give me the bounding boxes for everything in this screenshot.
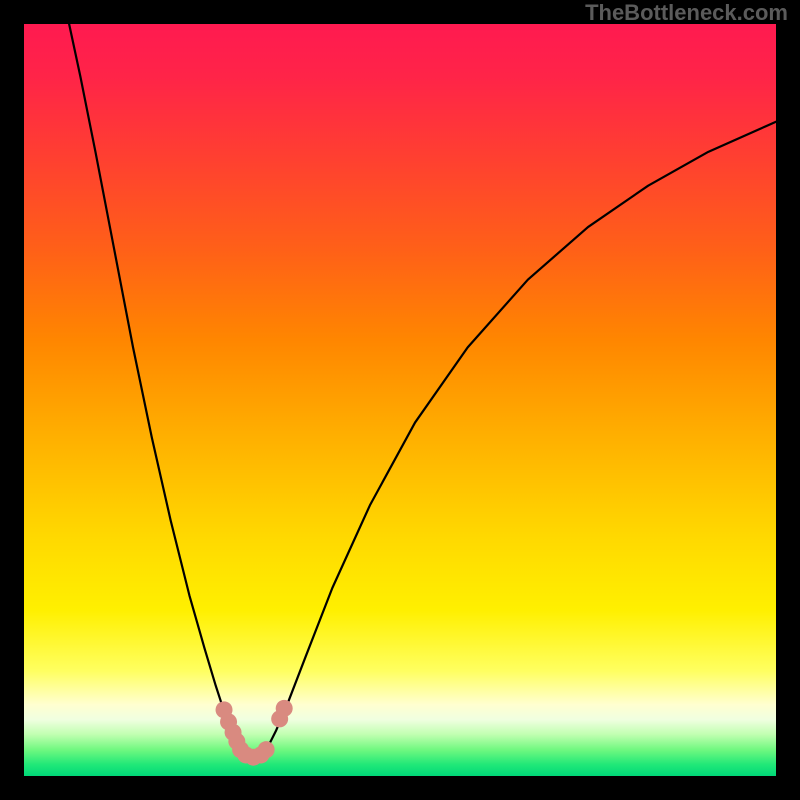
chart-frame: TheBottleneck.com [0,0,800,800]
data-marker [258,741,275,758]
watermark-label: TheBottleneck.com [585,0,788,26]
plot-background [24,24,776,776]
bottleneck-curve-chart [0,0,800,800]
data-marker [276,700,293,717]
